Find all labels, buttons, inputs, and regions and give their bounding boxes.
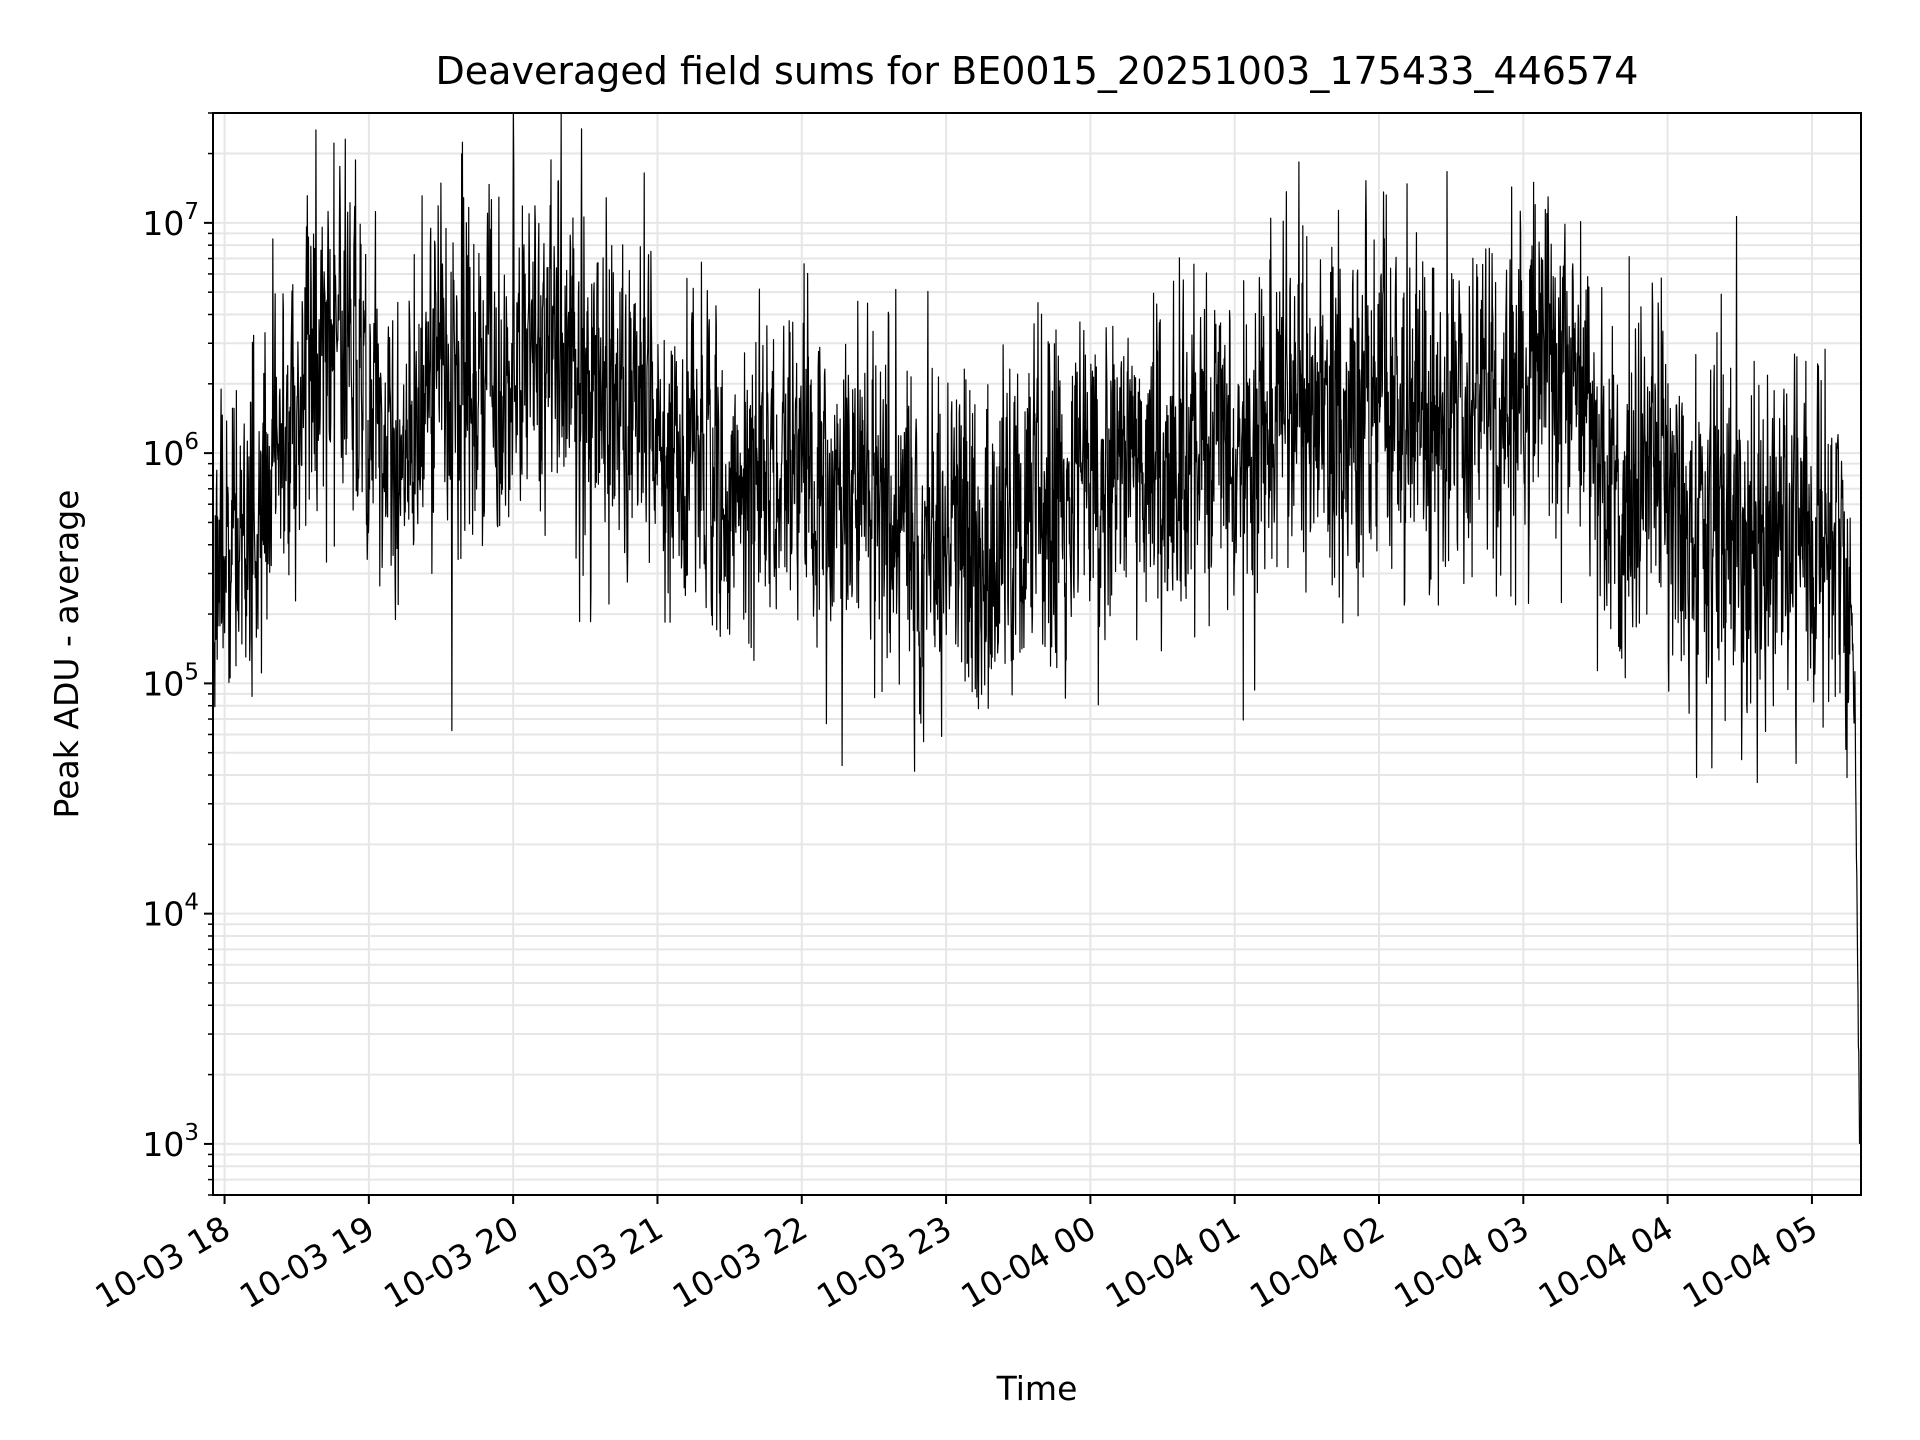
y-tick-exponent: 3 — [184, 1120, 199, 1146]
y-tick-label: 106 — [142, 429, 199, 473]
y-tick-label: 105 — [142, 659, 199, 703]
series-line — [213, 112, 1861, 1144]
y-tick-exponent: 4 — [184, 890, 199, 916]
y-tick-label: 103 — [142, 1120, 199, 1164]
y-tick-base: 10 — [142, 664, 184, 703]
minor-gridlines — [213, 112, 1861, 1196]
y-tick-label: 104 — [142, 890, 199, 934]
x-axis-label: Time — [996, 1369, 1078, 1408]
y-tick-base: 10 — [142, 204, 184, 243]
series-group — [213, 112, 1861, 1144]
plot-area — [213, 113, 1861, 1195]
y-tick-exponent: 6 — [184, 429, 199, 455]
chart-title: Deaveraged field sums for BE0015_2025100… — [436, 49, 1639, 93]
plot-frame — [212, 112, 1862, 1196]
y-tick-base: 10 — [142, 434, 184, 473]
y-tick-exponent: 5 — [184, 659, 199, 685]
y-axis-label: Peak ADU - average — [47, 490, 86, 819]
y-tick-exponent: 7 — [184, 199, 199, 225]
y-tick-base: 10 — [142, 1125, 184, 1164]
y-tick-label: 107 — [142, 199, 199, 243]
y-tick-base: 10 — [142, 895, 184, 934]
